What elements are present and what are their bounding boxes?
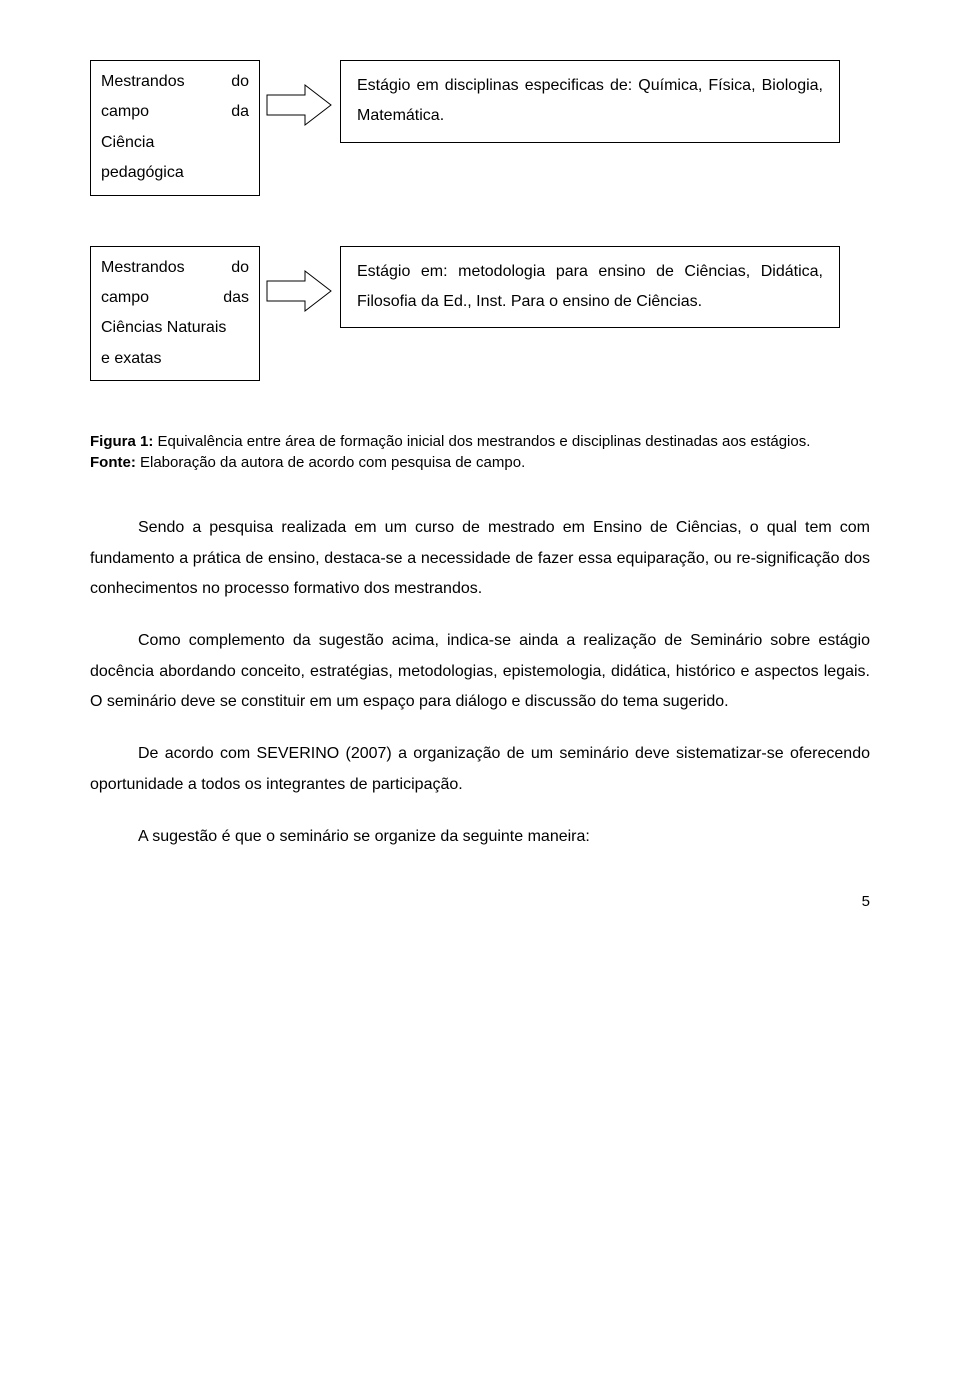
paragraph-4: A sugestão é que o seminário se organize… — [90, 822, 870, 852]
d2-left-4: e exatas — [101, 344, 249, 374]
diagram1-left-box: Mestrandos do campo da Ciência pedagógic… — [90, 60, 260, 196]
arrow-shape — [267, 85, 331, 125]
fig-label: Figura 1: — [90, 433, 153, 450]
d1-left-2a: campo — [101, 97, 149, 127]
arrow-right-icon — [265, 266, 335, 316]
d1-left-1b: do — [231, 67, 249, 97]
d2-left-2a: campo — [101, 283, 149, 313]
diagram2-left-box: Mestrandos do campo das Ciências Naturai… — [90, 246, 260, 382]
paragraph-3: De acordo com SEVERINO (2007) a organiza… — [90, 739, 870, 800]
arrow-right-icon — [265, 80, 335, 130]
arrow-2-wrap — [260, 246, 340, 316]
d2-left-2b: das — [223, 283, 249, 313]
d1-left-2b: da — [231, 97, 249, 127]
fonte-text: Elaboração da autora de acordo com pesqu… — [136, 454, 525, 471]
diagram2-right-box: Estágio em: metodologia para ensino de C… — [340, 246, 840, 329]
paragraph-1: Sendo a pesquisa realizada em um curso d… — [90, 513, 870, 604]
d2-left-1a: Mestrandos — [101, 253, 185, 283]
arrow-shape — [267, 271, 331, 311]
fig-text: Equivalência entre área de formação inic… — [153, 433, 810, 450]
arrow-1-wrap — [260, 60, 340, 130]
diagram-row-1: Mestrandos do campo da Ciência pedagógic… — [90, 60, 870, 196]
fonte-label: Fonte: — [90, 454, 136, 471]
d1-left-1a: Mestrandos — [101, 67, 185, 97]
d2-left-3: Ciências Naturais — [101, 313, 249, 343]
d2-left-1b: do — [231, 253, 249, 283]
figure-caption: Figura 1: Equivalência entre área de for… — [90, 431, 870, 473]
paragraph-2: Como complemento da sugestão acima, indi… — [90, 626, 870, 717]
diagram1-right-box: Estágio em disciplinas especificas de: Q… — [340, 60, 840, 143]
d1-left-3: Ciência — [101, 128, 249, 158]
diagram-row-2: Mestrandos do campo das Ciências Naturai… — [90, 246, 870, 382]
page-number: 5 — [90, 893, 870, 910]
d1-left-4: pedagógica — [101, 158, 249, 188]
